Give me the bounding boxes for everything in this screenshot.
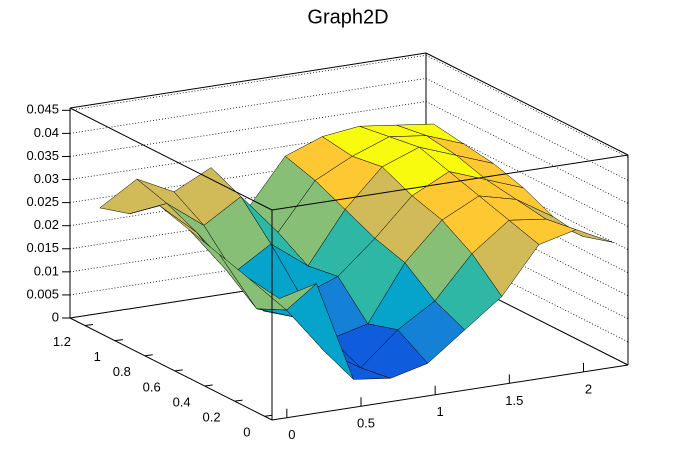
z-tick-label: 0.035 (26, 148, 59, 163)
grid-line (69, 54, 427, 111)
y-tick-label: 0.4 (173, 394, 191, 409)
y-tick (84, 324, 94, 327)
chart-title: Graph2D (307, 6, 388, 28)
x-tick-label: 0.5 (357, 416, 375, 431)
surface-cell (249, 278, 317, 311)
z-tick-label: 0.025 (26, 194, 59, 209)
y-tick (204, 384, 213, 387)
z-tick-label: 0.005 (26, 286, 59, 301)
grid-line (69, 77, 427, 134)
y-tick-label: 0 (243, 425, 250, 440)
x-tick-label: 1.5 (505, 393, 523, 408)
y-tick (234, 399, 243, 402)
box-edge (69, 52, 427, 109)
x-tick-label: 2 (585, 381, 592, 396)
z-tick-label: 0.015 (26, 240, 59, 255)
y-tick-label: 0.2 (203, 410, 221, 425)
axis-line (69, 317, 273, 421)
x-tick-label: 1 (437, 404, 444, 419)
z-tick-label: 0.04 (34, 125, 59, 140)
box-edge (69, 107, 273, 211)
grid-line (69, 101, 427, 157)
y-tick-label: 0.8 (113, 364, 131, 379)
z-tick-label: 0.01 (34, 263, 59, 278)
y-tick (144, 354, 153, 357)
y-tick (174, 369, 183, 372)
y-tick-label: 1 (94, 349, 101, 364)
box-edge (425, 52, 629, 156)
z-tick-label: 0.03 (34, 171, 59, 186)
box-edge (271, 154, 629, 211)
y-tick (114, 339, 123, 342)
y-tick-label: 0.6 (143, 379, 161, 394)
x-tick-label: 0 (288, 427, 295, 442)
z-tick-label: 0 (52, 309, 59, 324)
y-tick (264, 414, 273, 417)
z-tick-label: 0.02 (34, 217, 59, 232)
z-tick-label: 0.045 (26, 102, 59, 117)
axis-line (271, 364, 629, 421)
y-tick-label: 1.2 (53, 334, 71, 349)
